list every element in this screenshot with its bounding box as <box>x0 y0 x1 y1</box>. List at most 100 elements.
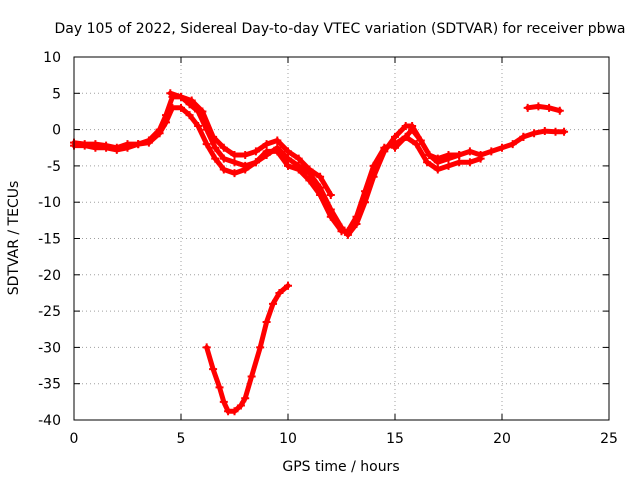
data-point <box>251 147 260 156</box>
y-tick-label: -20 <box>38 268 61 284</box>
data-point <box>412 140 421 149</box>
x-tick-label: 20 <box>493 431 511 447</box>
data-point <box>294 165 303 174</box>
data-point <box>275 288 284 297</box>
data-point <box>241 394 250 403</box>
data-point <box>91 143 100 152</box>
data-point <box>202 343 211 352</box>
series-track-c <box>166 89 335 199</box>
y-tick-label: 10 <box>43 50 61 66</box>
data-point <box>241 151 250 160</box>
chart-title: Day 105 of 2022, Sidereal Day-to-day VTE… <box>54 21 625 37</box>
series-track-d <box>202 281 292 416</box>
data-point <box>219 154 228 163</box>
y-tick-label: -35 <box>38 377 61 393</box>
data-point <box>177 92 185 101</box>
data-point <box>219 397 228 406</box>
data-point <box>408 125 417 134</box>
series-track-e <box>523 102 564 115</box>
data-point <box>416 136 425 145</box>
data-point <box>262 147 271 156</box>
data-point <box>185 111 194 120</box>
data-point <box>209 365 218 374</box>
data-point <box>284 281 292 290</box>
data-point <box>343 227 352 236</box>
data-point <box>391 132 399 141</box>
data-point <box>534 102 543 111</box>
y-axis-title: SDTVAR / TECUs <box>6 181 22 296</box>
data-point <box>555 106 564 115</box>
data-point <box>230 169 239 178</box>
y-tick-label: 5 <box>52 86 61 102</box>
data-point <box>236 401 245 410</box>
data-point <box>487 147 496 156</box>
data-point <box>294 154 303 163</box>
x-tick-label: 10 <box>279 431 297 447</box>
x-tick-label: 15 <box>386 431 404 447</box>
data-point <box>498 143 506 152</box>
x-tick-label: 25 <box>600 431 618 447</box>
data-point <box>112 145 121 154</box>
data-point <box>361 187 370 196</box>
data-point <box>540 127 549 136</box>
y-tick-label: -25 <box>38 304 61 320</box>
data-point <box>269 299 278 308</box>
data-point <box>219 143 228 152</box>
data-point <box>123 143 132 152</box>
y-tick-label: -30 <box>38 340 61 356</box>
y-tick-labels: 10 5 0 -5 -10 -15 -20 -25 -30 -35 -40 <box>38 50 61 429</box>
data-point <box>166 89 175 98</box>
data-point <box>425 151 434 160</box>
y-tick-label: -5 <box>47 159 61 175</box>
data-point <box>262 317 271 326</box>
data-point <box>455 158 464 167</box>
data-point <box>519 132 528 141</box>
data-point <box>508 140 517 149</box>
data-point <box>168 103 177 112</box>
data-point <box>219 165 228 174</box>
data-point <box>316 190 325 199</box>
x-tick-labels: 0 5 10 15 20 25 <box>70 431 618 447</box>
data-point <box>215 383 224 392</box>
data-point <box>198 107 207 116</box>
data-series <box>70 89 569 416</box>
data-point <box>560 127 569 136</box>
data-point <box>326 212 335 221</box>
data-point <box>256 343 265 352</box>
data-point <box>177 103 185 112</box>
data-point <box>284 147 292 156</box>
x-tick-label: 0 <box>70 431 79 447</box>
data-point <box>523 103 532 112</box>
data-point <box>465 158 474 167</box>
data-point <box>241 165 250 174</box>
y-tick-label: -15 <box>38 232 61 248</box>
data-point <box>155 129 164 138</box>
x-axis-title: GPS time / hours <box>282 459 399 475</box>
data-point <box>194 121 203 130</box>
data-point <box>284 161 292 170</box>
data-point <box>80 141 89 150</box>
data-point <box>209 132 218 141</box>
axis-ticks <box>73 56 610 421</box>
series-track-f <box>519 127 569 141</box>
data-point <box>230 151 239 160</box>
data-point <box>316 172 325 181</box>
data-point <box>144 138 153 147</box>
data-point <box>433 165 442 174</box>
data-point <box>211 143 220 152</box>
data-point <box>369 161 378 170</box>
series-track-g <box>391 125 464 167</box>
data-point <box>262 140 271 149</box>
data-point <box>305 176 314 185</box>
data-point <box>202 140 211 149</box>
data-point <box>423 158 432 167</box>
series-line <box>525 103 563 114</box>
data-point <box>273 136 282 145</box>
data-point <box>433 158 442 167</box>
data-point <box>352 212 361 221</box>
grid-lines <box>74 57 609 420</box>
data-point <box>187 96 196 105</box>
data-point <box>551 127 560 136</box>
